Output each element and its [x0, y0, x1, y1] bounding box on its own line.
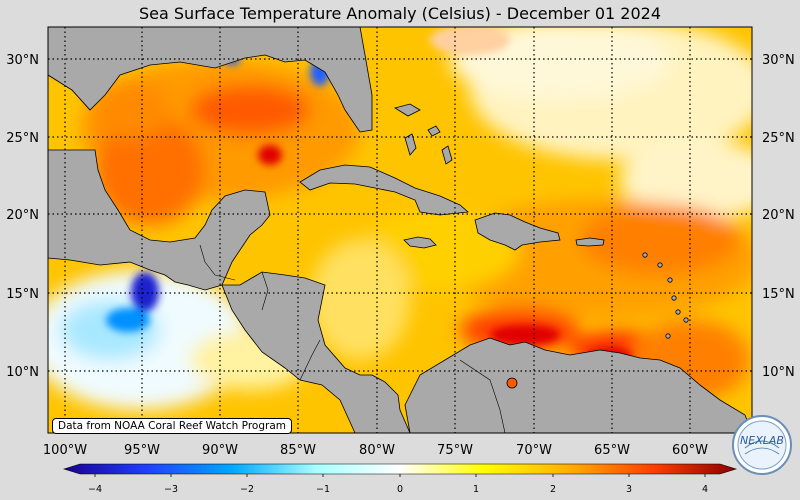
latitude-label: 25°N: [762, 131, 795, 146]
colorbar-tick-label: −1: [316, 484, 330, 495]
colorbar-tick-label: 1: [473, 484, 479, 495]
nexlab-logo: NEXLAB: [732, 415, 792, 475]
colorbar-tick-label: 0: [397, 484, 403, 495]
latitude-label: 10°N: [6, 365, 39, 380]
longitude-label: 80°W: [359, 443, 395, 458]
longitude-label: 65°W: [594, 443, 630, 458]
graticule: [48, 27, 752, 433]
colorbar-tick-label: 3: [626, 484, 632, 495]
anomaly-field: [48, 27, 752, 433]
latitude-label: 25°N: [6, 131, 39, 146]
colorbar-tick-label: −2: [240, 484, 254, 495]
longitude-label: 85°W: [280, 443, 316, 458]
longitude-labels: 100°W 95°W 90°W 85°W 80°W 75°W 70°W 65°W 60°W: [43, 443, 708, 458]
longitude-label: 60°W: [672, 443, 708, 458]
colorbar-tick-label: −3: [164, 484, 178, 495]
data-credit: Data from NOAA Coral Reef Watch Program: [52, 418, 292, 434]
colorbar: −4 −3 −2 −1 0 1 2 3 4: [62, 463, 738, 495]
latitude-labels-left: 30°N 25°N 20°N 15°N 10°N: [6, 53, 39, 380]
longitude-label: 90°W: [202, 443, 238, 458]
colorbar-tick-label: 4: [702, 484, 708, 495]
latitude-label: 20°N: [6, 208, 39, 223]
latitude-label: 10°N: [762, 365, 795, 380]
longitude-label: 70°W: [516, 443, 552, 458]
latitude-label: 30°N: [762, 53, 795, 68]
longitude-label: 75°W: [437, 443, 473, 458]
longitude-label: 100°W: [43, 443, 87, 458]
latitude-label: 20°N: [762, 208, 795, 223]
colorbar-tick-label: −4: [88, 484, 102, 495]
latitude-label: 15°N: [762, 287, 795, 302]
latitude-label: 30°N: [6, 53, 39, 68]
colorbar-tick-label: 2: [550, 484, 556, 495]
svg-text:NEXLAB: NEXLAB: [740, 434, 784, 447]
map-title: Sea Surface Temperature Anomaly (Celsius…: [139, 4, 661, 23]
longitude-label: 95°W: [124, 443, 160, 458]
land: [48, 27, 752, 433]
latitude-label: 15°N: [6, 287, 39, 302]
latitude-labels-right: 30°N 25°N 20°N 15°N 10°N: [762, 53, 795, 380]
